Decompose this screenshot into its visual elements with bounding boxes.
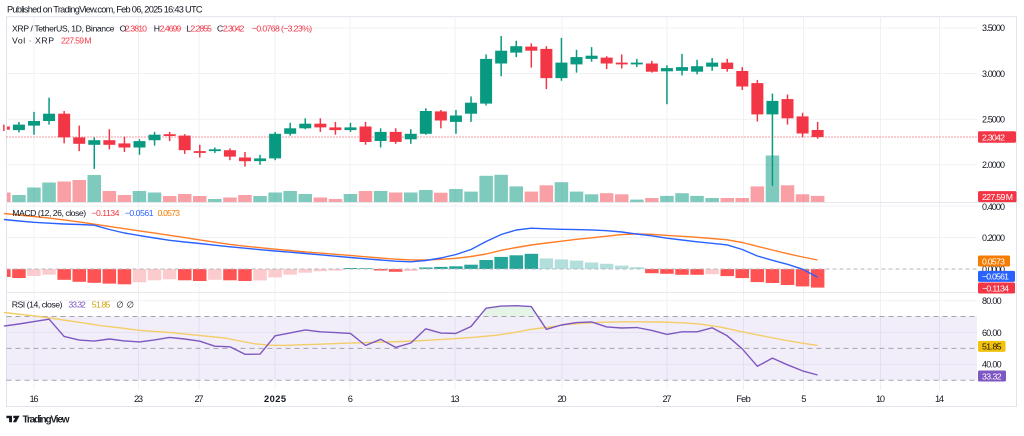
- svg-text:XRP / TetherUS, 1D, Binance: XRP / TetherUS, 1D, Binance: [12, 24, 115, 34]
- svg-text:Vol · XRP: Vol · XRP: [12, 36, 54, 46]
- svg-text:−0.0561: −0.0561: [982, 272, 1009, 282]
- svg-text:40.00: 40.00: [982, 360, 1002, 370]
- svg-text:227.59 M: 227.59 M: [61, 36, 92, 46]
- svg-text:2.4699: 2.4699: [160, 24, 182, 34]
- svg-text:0.2000: 0.2000: [982, 233, 1005, 243]
- svg-text:TradingView: TradingView: [23, 415, 70, 426]
- svg-text:L: L: [186, 24, 191, 34]
- svg-text:2.5000: 2.5000: [982, 114, 1005, 124]
- svg-text:0.0573: 0.0573: [158, 208, 181, 218]
- svg-text:−0.1134: −0.1134: [91, 208, 119, 218]
- svg-text:3.5000: 3.5000: [982, 23, 1005, 33]
- svg-text:−0.0768 (−3.23%): −0.0768 (−3.23%): [252, 24, 312, 34]
- svg-text:0.0000: 0.0000: [982, 264, 1005, 274]
- svg-text:Feb: Feb: [736, 394, 751, 404]
- svg-text:2.3810: 2.3810: [125, 24, 147, 34]
- svg-text:0.4000: 0.4000: [982, 202, 1005, 212]
- svg-text:14: 14: [935, 394, 944, 404]
- svg-text:33.32: 33.32: [982, 371, 1002, 381]
- svg-text:H: H: [154, 24, 160, 34]
- svg-text:2.3042: 2.3042: [223, 24, 245, 34]
- svg-text:80.00: 80.00: [982, 296, 1002, 306]
- svg-text:2.2855: 2.2855: [190, 24, 212, 34]
- svg-text:3.0000: 3.0000: [982, 69, 1005, 79]
- svg-text:RSI (14, close): RSI (14, close): [12, 300, 63, 310]
- svg-text:2.3042: 2.3042: [982, 132, 1005, 142]
- svg-text:6: 6: [348, 394, 353, 404]
- svg-text:227.59 M: 227.59 M: [982, 192, 1013, 202]
- svg-text:20: 20: [558, 394, 567, 404]
- svg-text:10: 10: [876, 394, 885, 404]
- svg-text:Published on TradingView.com,: Published on TradingView.com, Feb 06, 20…: [7, 5, 203, 15]
- svg-text:∅: ∅: [116, 300, 124, 310]
- svg-text:23: 23: [134, 394, 143, 404]
- svg-text:27: 27: [195, 394, 204, 404]
- svg-text:MACD (12, 26, close): MACD (12, 26, close): [12, 208, 86, 218]
- svg-text:0.0573: 0.0573: [982, 256, 1005, 266]
- svg-text:5: 5: [801, 394, 806, 404]
- svg-text:−0.1134: −0.1134: [982, 283, 1009, 293]
- svg-text:2.0000: 2.0000: [982, 160, 1005, 170]
- svg-text:O: O: [120, 24, 127, 34]
- svg-text:−0.0561: −0.0561: [125, 208, 154, 218]
- svg-text:33.32: 33.32: [68, 300, 86, 310]
- svg-text:51.85: 51.85: [982, 342, 1002, 352]
- svg-text:27: 27: [663, 394, 672, 404]
- svg-text:16: 16: [30, 394, 39, 404]
- svg-text:13: 13: [451, 394, 460, 404]
- svg-text:C: C: [217, 24, 223, 34]
- svg-text:60.00: 60.00: [982, 328, 1002, 338]
- svg-text:∅: ∅: [127, 300, 135, 310]
- svg-text:2025: 2025: [264, 394, 286, 404]
- svg-text:51.85: 51.85: [92, 300, 111, 310]
